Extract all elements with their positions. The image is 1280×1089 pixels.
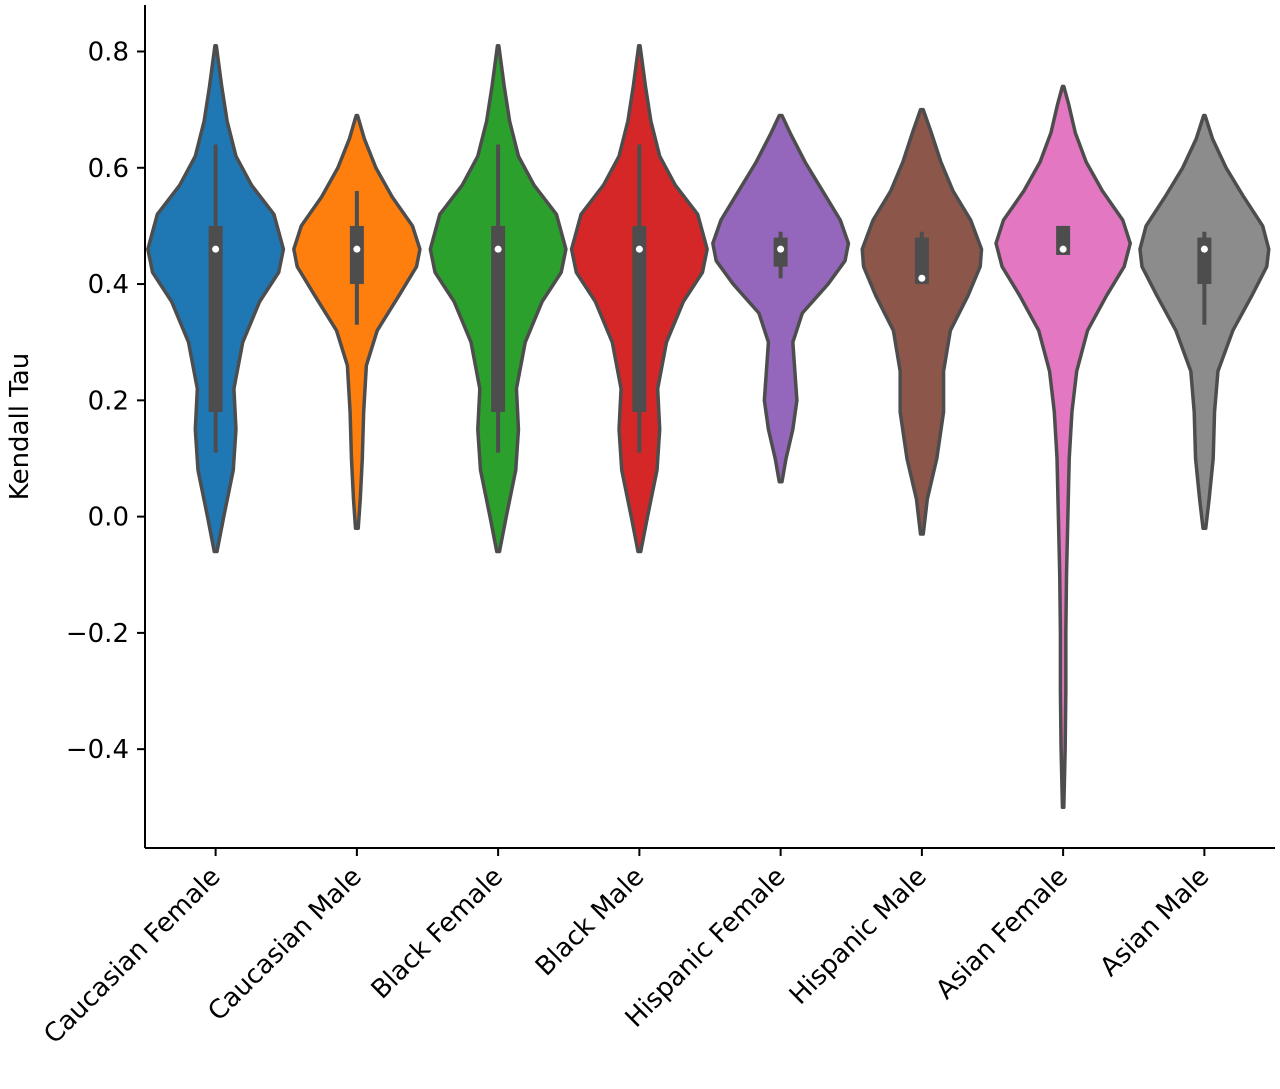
x-category-label: Hispanic Male <box>784 862 933 1011</box>
y-tick-label: 0.0 <box>88 503 129 533</box>
violin-median-dot <box>1200 245 1208 253</box>
y-tick-label: −0.4 <box>66 735 129 765</box>
violin-median-dot <box>353 245 361 253</box>
violin-iqr-box <box>914 237 929 285</box>
violin-median-dot <box>494 245 502 253</box>
y-tick-label: 0.8 <box>88 38 129 68</box>
x-category-label: Caucasian Male <box>202 862 367 1027</box>
y-axis-title: Kendall Tau <box>5 353 35 500</box>
violin-group <box>428 43 568 554</box>
violin-iqr-box <box>349 225 364 285</box>
violin-layer <box>146 43 1271 810</box>
violin-median-dot <box>918 274 926 282</box>
violin-group <box>711 113 851 484</box>
violin-group <box>860 107 984 536</box>
violin-group <box>146 43 286 554</box>
violin-median-dot <box>1059 245 1067 253</box>
violin-median-dot <box>777 245 785 253</box>
violin-iqr-box <box>632 225 647 412</box>
violin-body <box>860 107 984 536</box>
x-category-label: Black Female <box>366 862 509 1005</box>
y-tick-label: 0.6 <box>88 154 129 184</box>
x-category-label: Asian Male <box>1095 862 1216 983</box>
violin-group <box>1138 113 1271 530</box>
violin-iqr-box <box>491 225 506 412</box>
violin-group <box>569 43 709 554</box>
violin-group <box>292 113 422 530</box>
y-tick-label: −0.2 <box>66 619 129 649</box>
y-axis-ticks: −0.4 −0.2 0.0 0.2 0.4 0.6 0.8 <box>66 38 145 765</box>
violin-body <box>994 84 1132 810</box>
x-category-label: Black Male <box>530 862 650 982</box>
violin-iqr-box <box>1056 225 1071 255</box>
violin-group <box>994 84 1132 810</box>
y-tick-label: 0.4 <box>88 270 129 300</box>
violin-body <box>711 113 851 484</box>
violin-iqr-box <box>208 225 223 412</box>
violin-iqr-box <box>1197 237 1212 285</box>
x-category-label: Caucasian Female <box>38 862 226 1050</box>
x-category-label: Asian Female <box>930 862 1074 1006</box>
y-tick-label: 0.2 <box>88 386 129 416</box>
violin-median-dot <box>212 245 220 253</box>
violin-median-dot <box>635 245 643 253</box>
